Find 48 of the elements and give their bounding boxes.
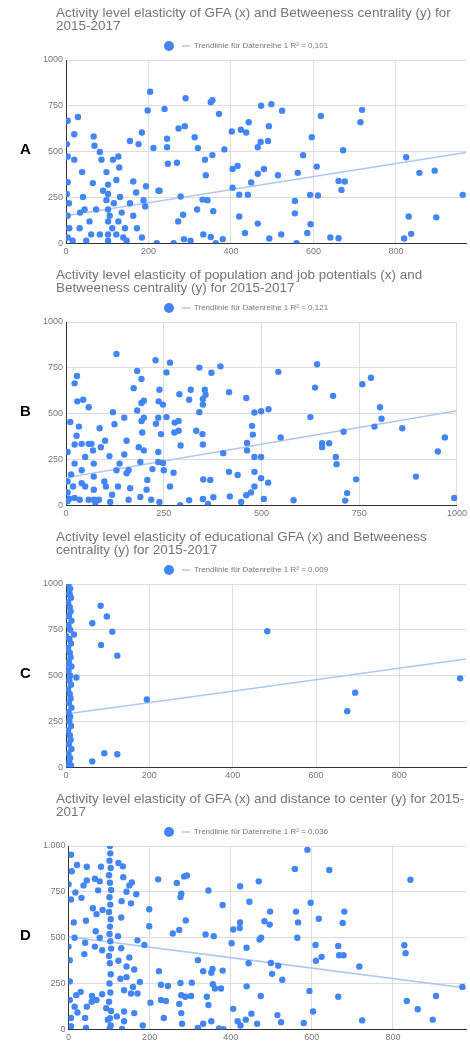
x-tick-label: 200 xyxy=(141,770,157,781)
y-tick-label: 1000 xyxy=(42,578,64,589)
y-tick-label: 250 xyxy=(50,977,66,988)
chart-title: Activity level elasticity of GFA (x) and Betweeness centrality (y) for 2015-2017 xyxy=(56,4,452,35)
y-tick-label: 750 xyxy=(47,100,64,111)
chart-title: Activity level elasticity of educational GFA (x) and Betweeness centrality (y) for 2015-2017 xyxy=(56,528,428,559)
x-tick-label: 1000 xyxy=(446,508,467,519)
legend-label: Trendlinie für Datenreihe 1 R² = 0,101 xyxy=(193,41,329,51)
x-tick-label: 500 xyxy=(253,508,270,519)
x-tick-label: 400 xyxy=(223,246,239,257)
x-tick-label: 800 xyxy=(385,1032,401,1043)
y-tick-label: 750 xyxy=(50,886,66,897)
y-tick-label: 0 xyxy=(58,237,64,248)
y-tick-label: 500 xyxy=(47,670,64,681)
x-tick-label: 400 xyxy=(223,1032,239,1043)
y-tick-label: 250 xyxy=(47,191,64,202)
text: A xyxy=(20,140,31,157)
text: C xyxy=(20,664,31,681)
y-tick-label: 1.000 xyxy=(42,840,66,851)
text: B xyxy=(20,402,31,419)
chart-title: Activity level elasticity of GFA (x) and distance to center (y) for 2015-2017 xyxy=(56,790,466,821)
y-tick-label: 0 xyxy=(58,761,64,772)
x-tick-label: 200 xyxy=(140,246,157,257)
text: D xyxy=(20,926,31,943)
y-tick-label: 250 xyxy=(47,715,64,726)
legend-label: Trendlinie für Datenreihe 1 R² = 0,009 xyxy=(193,565,329,575)
chart-title: Activity level elasticity of population and job potentials (x) and Betweeness centrality (y) for 2015-2017 xyxy=(56,266,424,297)
x-tick-label: 600 xyxy=(304,1032,320,1043)
y-tick-label: 750 xyxy=(47,362,64,373)
legend-label: Trendlinie für Datenreihe 1 R² = 0,121 xyxy=(193,303,329,313)
y-tick-label: 0 xyxy=(58,499,64,510)
y-tick-label: 500 xyxy=(47,408,64,419)
x-tick-label: 600 xyxy=(308,770,324,781)
legend-label: Trendlinie für Datenreihe 1 R² = 0,036 xyxy=(193,827,329,837)
y-tick-label: 750 xyxy=(47,624,64,635)
x-tick-label: 750 xyxy=(351,508,367,519)
y-tick-label: 1000 xyxy=(42,54,64,65)
y-tick-label: 0 xyxy=(60,1023,66,1034)
x-tick-label: 250 xyxy=(156,508,172,519)
x-tick-label: 200 xyxy=(142,1032,158,1043)
x-tick-label: 400 xyxy=(225,770,241,781)
y-tick-label: 1000 xyxy=(42,316,64,327)
y-tick-label: 250 xyxy=(47,453,64,464)
y-tick-label: 500 xyxy=(50,932,66,943)
y-tick-label: 500 xyxy=(47,146,64,157)
x-tick-label: 800 xyxy=(391,770,407,781)
x-tick-label: 600 xyxy=(305,246,321,257)
x-tick-label: 800 xyxy=(388,246,404,257)
